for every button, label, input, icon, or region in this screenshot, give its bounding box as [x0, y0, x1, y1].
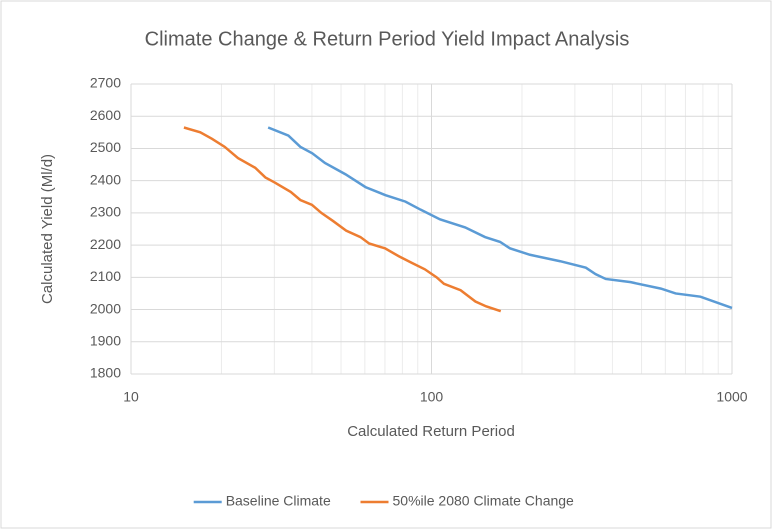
y-tick-label: 2500: [90, 139, 121, 155]
line: [183, 126, 502, 313]
y-axis-title: Calculated Yield (Ml/d): [39, 154, 56, 304]
chart-title: Climate Change & Return Period Yield Imp…: [145, 28, 630, 50]
legend-label: Baseline Climate: [226, 493, 331, 509]
y-tick-label: 2600: [90, 107, 121, 123]
y-tick-label: 1900: [90, 332, 121, 348]
y-tick-label: 2000: [90, 300, 121, 316]
y-tick-label: 2400: [90, 171, 121, 187]
y-tick-label: 2100: [90, 268, 121, 284]
x-tick-label: 10: [123, 389, 139, 405]
x-axis-title: Calculated Return Period: [347, 423, 515, 440]
x-tick-label: 100: [420, 389, 444, 405]
y-tick-label: 1800: [90, 365, 121, 381]
line: [267, 126, 733, 310]
y-tick-label: 2200: [90, 236, 121, 252]
x-tick-label: 1000: [716, 389, 747, 405]
y-tick-label: 2300: [90, 204, 121, 220]
y-tick-label: 2700: [90, 75, 121, 91]
legend-label: 50%ile 2080 Climate Change: [393, 493, 575, 509]
